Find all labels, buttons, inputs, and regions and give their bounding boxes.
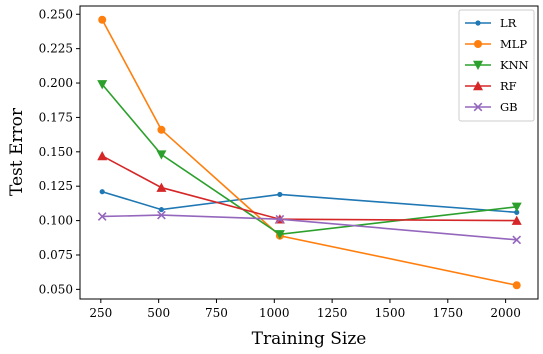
y-tick-label: 0.225: [39, 42, 73, 56]
y-tick-label: 0.125: [39, 179, 73, 193]
x-tick-label: 750: [205, 306, 228, 320]
data-point: [98, 16, 106, 24]
legend-label: RF: [500, 79, 517, 93]
data-point: [100, 189, 105, 194]
y-tick-label: 0.075: [39, 248, 73, 262]
x-tick-label: 250: [89, 306, 112, 320]
legend-swatch-marker: [474, 40, 482, 48]
x-axis: 250 500 750 1000 1250 1500 1750 2000: [89, 299, 521, 320]
legend-swatch-marker: [475, 20, 480, 25]
data-point: [97, 151, 107, 160]
series-line: [102, 192, 517, 213]
x-tick-label: 1750: [433, 306, 464, 320]
y-tick-label: 0.200: [39, 76, 73, 90]
data-point: [277, 192, 282, 197]
data-point: [157, 126, 165, 134]
x-tick-label: 1000: [259, 306, 290, 320]
x-tick-label: 2000: [490, 306, 521, 320]
y-tick-label: 0.150: [39, 145, 73, 159]
data-point: [156, 150, 166, 159]
x-tick-label: 500: [147, 306, 170, 320]
legend-label: LR: [500, 16, 517, 30]
series-layer: [97, 16, 522, 289]
data-point: [159, 207, 164, 212]
legend: LR MLP KNN RF GB: [459, 10, 534, 121]
legend-label: KNN: [500, 58, 529, 72]
y-tick-label: 0.050: [39, 282, 73, 296]
y-axis: 0.050 0.075 0.100 0.125 0.150 0.175 0.200 0.225…: [39, 7, 80, 296]
y-tick-label: 0.175: [39, 110, 73, 124]
data-point: [513, 281, 521, 289]
data-point: [156, 183, 166, 192]
legend-label: GB: [500, 100, 518, 114]
x-axis-title: Training Size: [252, 329, 367, 349]
series-gb: [98, 211, 520, 243]
x-tick-label: 1250: [317, 306, 348, 320]
series-lr: [100, 189, 520, 215]
legend-label: MLP: [500, 37, 527, 51]
y-axis-title: Test Error: [7, 107, 27, 196]
x-tick-label: 1500: [375, 306, 406, 320]
y-tick-label: 0.100: [39, 214, 73, 228]
y-tick-label: 0.250: [39, 7, 73, 21]
